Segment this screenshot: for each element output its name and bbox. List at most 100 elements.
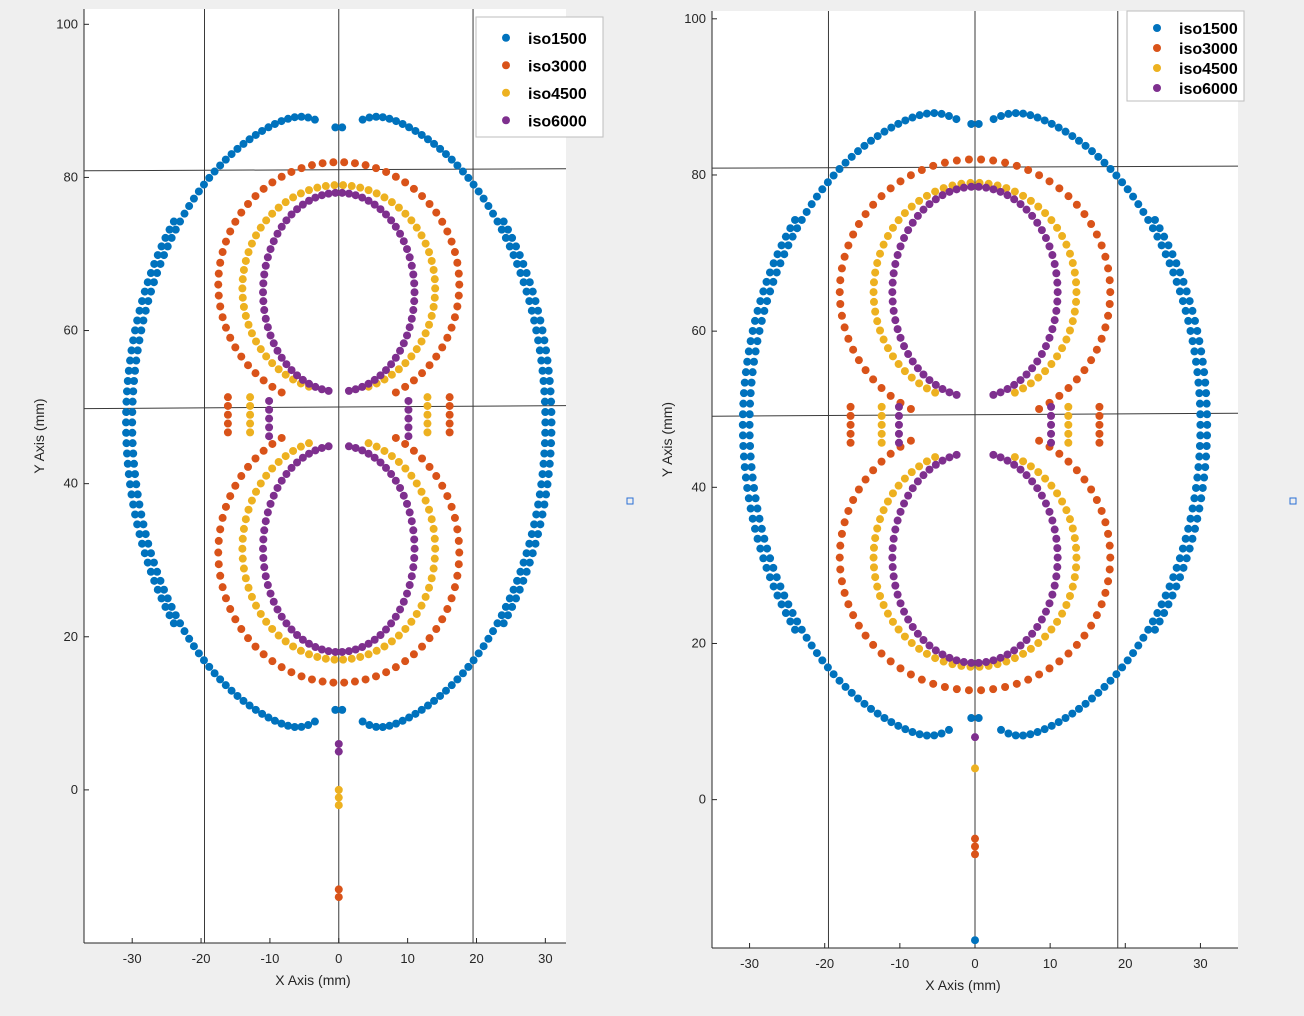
- data-point: [246, 401, 255, 410]
- data-point: [1068, 709, 1077, 718]
- data-point: [351, 385, 360, 394]
- data-point: [759, 554, 768, 563]
- data-point: [140, 287, 149, 296]
- data-point: [244, 200, 253, 209]
- data-point: [268, 439, 277, 448]
- data-point: [281, 452, 290, 461]
- data-point: [971, 850, 979, 859]
- data-point: [907, 373, 916, 382]
- data-point: [169, 217, 178, 226]
- data-point: [237, 625, 246, 634]
- data-point: [238, 554, 247, 563]
- data-point: [883, 497, 892, 506]
- data-point: [311, 643, 320, 652]
- data-point: [743, 357, 752, 366]
- data-point: [296, 646, 305, 655]
- data-point: [989, 390, 998, 399]
- data-point: [1064, 420, 1073, 429]
- data-point: [818, 185, 827, 194]
- data-point: [1181, 534, 1190, 543]
- data-point: [893, 516, 902, 525]
- data-point: [241, 515, 250, 524]
- data-point: [458, 669, 467, 678]
- data-point: [398, 119, 407, 128]
- data-point: [123, 449, 132, 458]
- data-point: [189, 642, 198, 651]
- data-point: [430, 139, 439, 148]
- legend-marker: [502, 116, 510, 125]
- data-point: [889, 269, 898, 278]
- data-point: [791, 625, 800, 634]
- data-point: [264, 713, 273, 722]
- data-point: [894, 216, 903, 225]
- data-point: [401, 178, 410, 187]
- data-point: [262, 216, 271, 225]
- data-point: [455, 280, 464, 289]
- data-point: [547, 439, 556, 448]
- data-point: [1022, 370, 1031, 379]
- data-point: [425, 634, 434, 643]
- data-point: [403, 331, 412, 340]
- data-point: [919, 205, 928, 214]
- data-point: [945, 653, 954, 662]
- data-point: [474, 649, 483, 658]
- data-point: [1062, 335, 1071, 344]
- legend[interactable]: iso1500 iso3000 iso4500 iso6000: [1126, 10, 1245, 102]
- data-point: [259, 535, 268, 544]
- data-point: [837, 264, 846, 273]
- data-point: [404, 396, 413, 405]
- data-point: [773, 250, 782, 259]
- data-point: [128, 408, 137, 417]
- data-point: [1064, 411, 1073, 420]
- data-point: [260, 526, 269, 535]
- figure-handle-icon[interactable]: [1289, 497, 1297, 505]
- data-point: [149, 558, 158, 567]
- data-point: [1052, 306, 1061, 315]
- data-point: [996, 653, 1005, 662]
- data-point: [1190, 524, 1199, 533]
- x-tick-label: 10: [400, 951, 414, 966]
- data-point: [407, 352, 416, 361]
- data-point: [274, 365, 283, 374]
- data-point: [259, 288, 268, 297]
- data-point: [1003, 191, 1012, 200]
- data-point: [1092, 345, 1101, 354]
- data-point: [358, 717, 367, 726]
- data-point: [338, 123, 347, 132]
- data-point: [265, 405, 274, 414]
- data-point: [1139, 633, 1148, 642]
- data-point: [867, 704, 876, 713]
- data-point: [540, 500, 549, 509]
- data-point: [1028, 211, 1037, 220]
- data-point: [412, 223, 421, 232]
- data-point: [547, 418, 556, 427]
- data-point: [401, 464, 410, 473]
- data-point: [1062, 601, 1071, 610]
- data-point: [277, 476, 286, 485]
- data-point: [401, 624, 410, 633]
- data-point: [417, 130, 426, 139]
- data-point: [171, 225, 180, 234]
- data-point: [869, 297, 878, 306]
- data-point: [1065, 326, 1074, 335]
- figure-handle-icon[interactable]: [626, 497, 634, 505]
- data-point: [241, 574, 250, 583]
- data-point: [334, 793, 343, 802]
- legend[interactable]: iso1500 iso3000 iso4500 iso6000: [475, 16, 604, 138]
- data-point: [431, 284, 440, 293]
- data-point: [453, 258, 462, 267]
- data-point: [307, 161, 316, 170]
- data-point: [896, 177, 905, 186]
- data-point: [344, 647, 353, 656]
- data-point: [226, 333, 235, 342]
- data-point: [844, 506, 853, 515]
- data-point: [260, 306, 269, 315]
- data-point: [894, 721, 903, 730]
- data-point: [846, 402, 855, 411]
- data-point: [844, 600, 853, 609]
- data-point: [340, 678, 349, 687]
- horizontal-reference-line: [711, 412, 1239, 417]
- data-point: [1194, 463, 1203, 472]
- data-point: [409, 526, 418, 535]
- data-point: [925, 465, 934, 474]
